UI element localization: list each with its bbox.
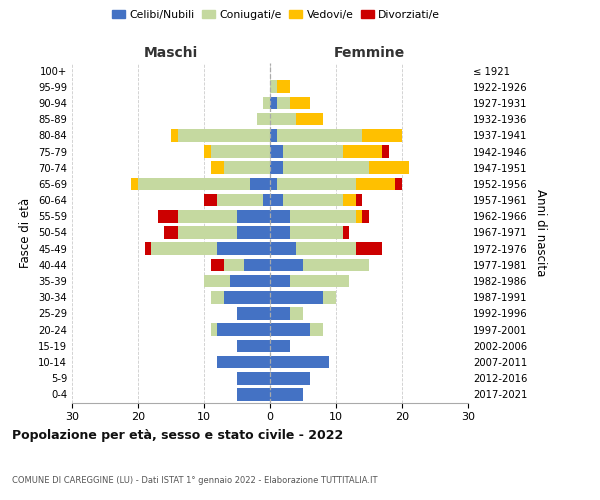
Bar [277,80,290,93]
Text: COMUNE DI CAREGGINE (LU) - Dati ISTAT 1° gennaio 2022 - Elaborazione TUTTITALIA.: COMUNE DI CAREGGINE (LU) - Dati ISTAT 1°… [12,476,377,485]
Bar [382,145,389,158]
Bar [290,275,349,287]
Bar [224,258,244,271]
Bar [217,356,270,368]
Bar [283,194,343,206]
Bar [151,242,217,255]
Bar [277,178,356,190]
Bar [270,129,277,141]
Bar [237,307,270,320]
Bar [237,340,270,352]
Bar [270,210,290,222]
Bar [270,356,329,368]
Bar [270,242,296,255]
Bar [356,194,362,206]
Bar [356,210,362,222]
Bar [323,291,336,304]
Y-axis label: Fasce di età: Fasce di età [19,198,32,268]
Bar [131,178,138,190]
Bar [270,275,290,287]
Bar [270,162,283,174]
Bar [270,113,296,126]
Bar [164,226,178,239]
Bar [270,388,303,400]
Bar [310,324,323,336]
Bar [369,162,409,174]
Bar [204,194,217,206]
Bar [290,210,356,222]
Bar [178,129,270,141]
Bar [270,324,310,336]
Bar [178,210,237,222]
Bar [277,129,362,141]
Bar [343,194,356,206]
Bar [237,210,270,222]
Bar [204,275,230,287]
Bar [270,340,290,352]
Bar [290,96,310,110]
Bar [230,275,270,287]
Bar [237,388,270,400]
Bar [356,178,395,190]
Bar [217,242,270,255]
Bar [270,291,323,304]
Y-axis label: Anni di nascita: Anni di nascita [534,189,547,276]
Bar [211,258,224,271]
Bar [356,242,382,255]
Bar [362,129,402,141]
Bar [270,80,277,93]
Bar [270,96,277,110]
Bar [224,291,270,304]
Bar [283,145,343,158]
Text: Maschi: Maschi [144,46,198,60]
Bar [270,145,283,158]
Bar [224,162,270,174]
Bar [270,372,310,384]
Bar [263,194,270,206]
Bar [211,145,270,158]
Bar [277,96,290,110]
Bar [211,324,217,336]
Text: Popolazione per età, sesso e stato civile - 2022: Popolazione per età, sesso e stato civil… [12,430,343,442]
Bar [343,226,349,239]
Bar [204,145,211,158]
Bar [237,226,270,239]
Bar [296,113,323,126]
Bar [217,324,270,336]
Bar [270,226,290,239]
Bar [244,258,270,271]
Bar [250,178,270,190]
Bar [290,226,343,239]
Bar [362,210,369,222]
Bar [270,178,277,190]
Bar [211,291,224,304]
Bar [270,258,303,271]
Bar [257,113,270,126]
Bar [263,96,270,110]
Bar [237,372,270,384]
Bar [158,210,178,222]
Bar [343,145,382,158]
Text: Femmine: Femmine [334,46,404,60]
Bar [138,178,250,190]
Bar [217,194,263,206]
Bar [171,129,178,141]
Bar [303,258,369,271]
Bar [270,194,283,206]
Bar [178,226,237,239]
Bar [290,307,303,320]
Bar [296,242,356,255]
Bar [270,307,290,320]
Bar [283,162,369,174]
Bar [211,162,224,174]
Legend: Celibi/Nubili, Coniugati/e, Vedovi/e, Divorziati/e: Celibi/Nubili, Coniugati/e, Vedovi/e, Di… [107,6,445,24]
Bar [395,178,402,190]
Bar [145,242,151,255]
